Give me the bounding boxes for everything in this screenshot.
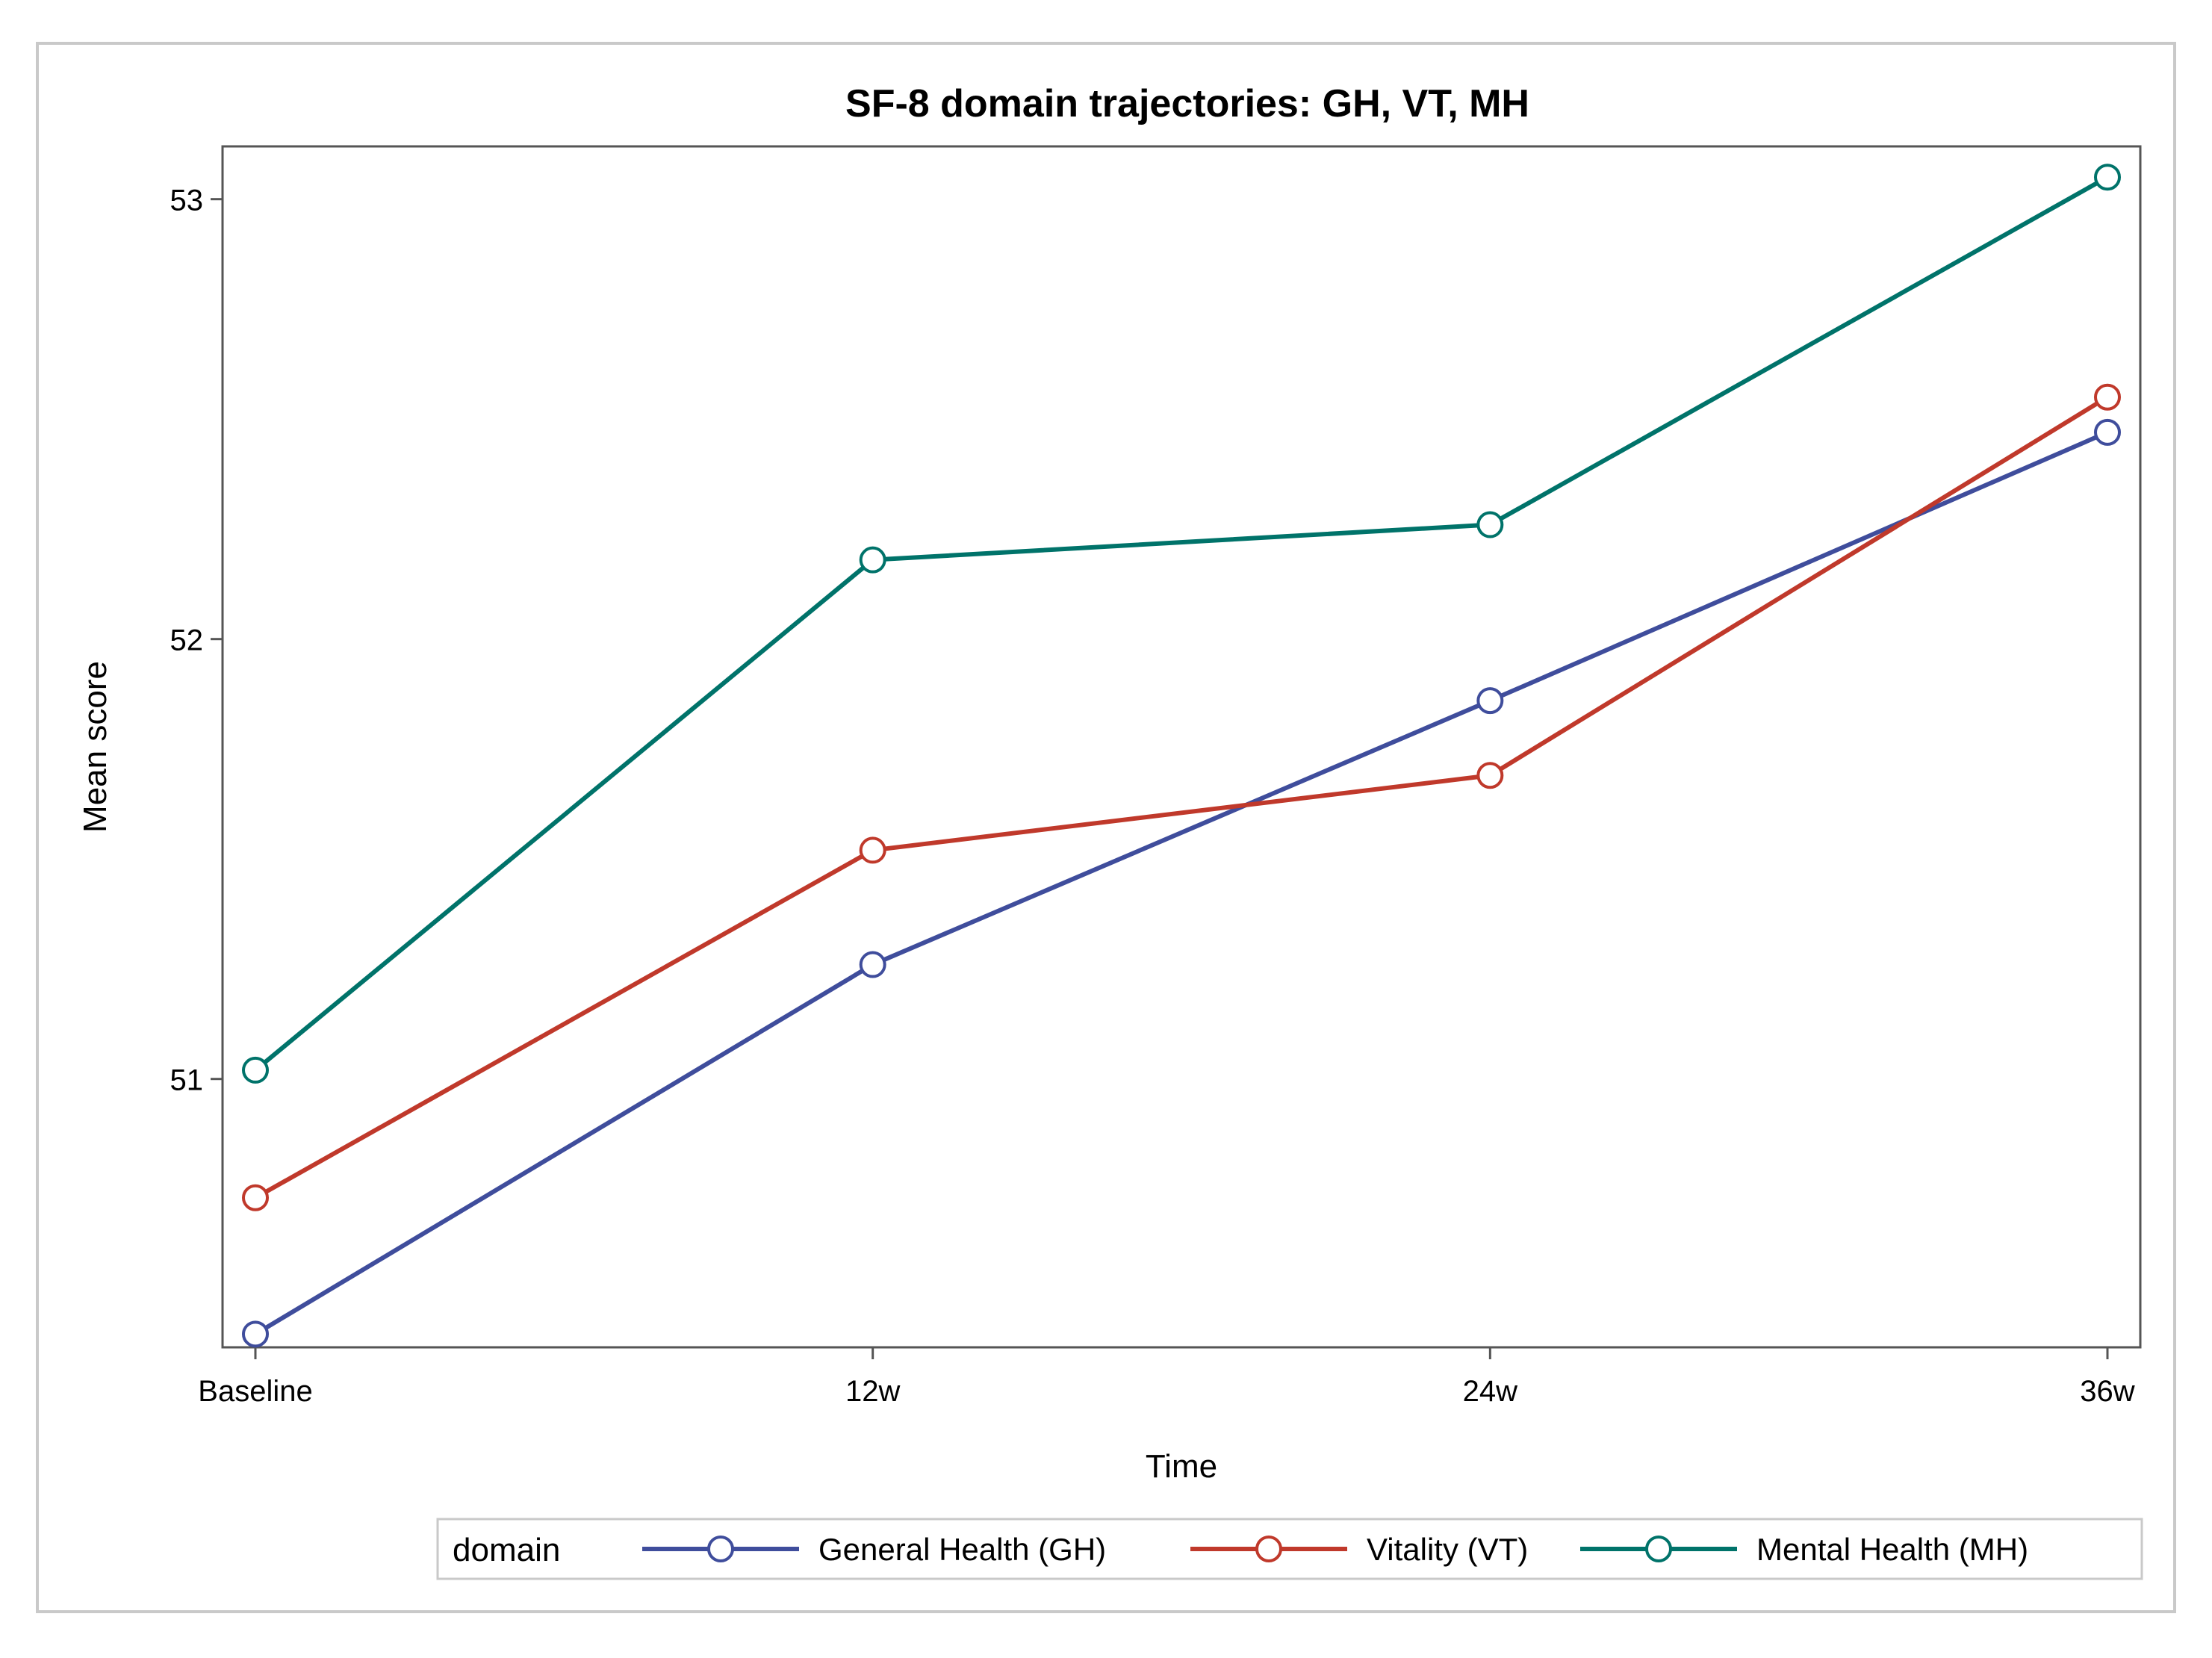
y-axis-label: Mean score <box>77 661 114 833</box>
legend-entry-label: Mental Health (MH) <box>1756 1532 2028 1567</box>
x-tick-label: 36w <box>2080 1375 2134 1408</box>
plot-area <box>221 145 2142 1349</box>
x-tick-label: Baseline <box>198 1375 312 1408</box>
legend-swatch-marker <box>707 1536 734 1562</box>
chart-frame <box>36 42 2176 1613</box>
x-axis: Baseline 12w 24w 36w <box>198 1347 2135 1408</box>
y-tick-label: 51 <box>170 1064 204 1097</box>
legend-title: domain <box>453 1532 560 1568</box>
data-point <box>859 951 886 978</box>
series-layer <box>242 164 2121 1348</box>
data-point <box>242 1184 269 1211</box>
data-point <box>859 836 886 864</box>
legend-swatch-marker <box>1645 1536 1672 1562</box>
legend-entry-label: Vitality (VT) <box>1367 1532 1528 1567</box>
x-axis-label: Time <box>1146 1448 1217 1485</box>
y-axis: 51 52 53 <box>170 184 223 1097</box>
x-tick-label: 12w <box>845 1375 900 1408</box>
data-point <box>1476 762 1504 789</box>
y-tick-label: 52 <box>170 624 204 657</box>
data-point <box>859 546 886 574</box>
legend-swatch-marker <box>1255 1536 1282 1562</box>
y-tick-label: 53 <box>170 184 204 217</box>
legend: domain General Health (GH) Vitality (VT) M… <box>436 1518 2143 1580</box>
x-tick-label: 24w <box>1463 1375 1517 1408</box>
data-point <box>2094 418 2121 446</box>
legend-entry-label: General Health (GH) <box>818 1532 1106 1567</box>
data-point <box>1476 511 1504 538</box>
data-point <box>2094 164 2121 191</box>
data-point <box>242 1320 269 1348</box>
chart-title: SF-8 domain trajectories: GH, VT, MH <box>845 82 1529 125</box>
series-line-1 <box>254 395 2109 1200</box>
data-point <box>1476 687 1504 715</box>
data-point <box>242 1056 269 1084</box>
data-point <box>2094 383 2121 411</box>
series-line-2 <box>254 175 2109 1072</box>
legend-items: General Health (GH) Vitality (VT) Mental H… <box>642 1532 2028 1567</box>
series-line-0 <box>254 430 2109 1336</box>
